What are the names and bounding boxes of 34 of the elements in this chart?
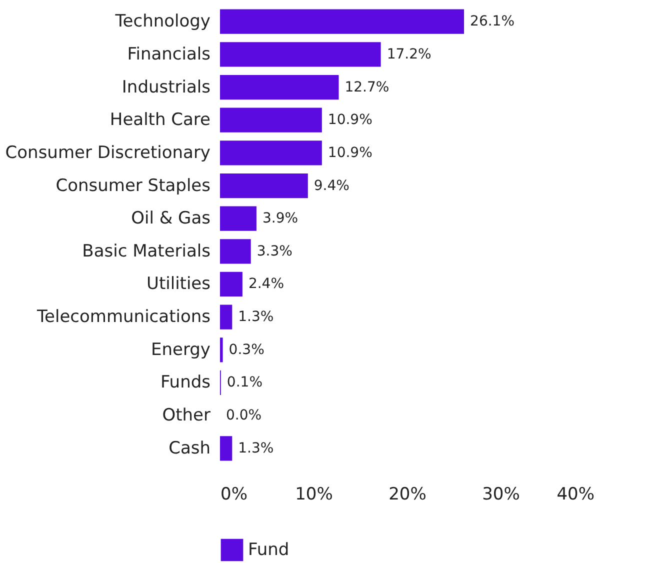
y-tick-label: Technology <box>114 12 210 32</box>
data-label: 1.3% <box>238 309 274 326</box>
data-label: 0.3% <box>228 342 264 358</box>
y-tick-label: Basic Materials <box>82 241 211 262</box>
data-label: 0.0% <box>226 408 262 424</box>
x-tick-label: 30% <box>482 484 520 504</box>
y-tick-label: Energy <box>150 340 210 360</box>
y-tick-label: Health Care <box>110 110 210 130</box>
data-label: 3.9% <box>262 210 298 227</box>
y-tick-label: Utilities <box>146 274 211 294</box>
data-label: 1.3% <box>238 440 274 456</box>
y-tick-label: Consumer Discretionary <box>5 142 210 163</box>
data-label: 2.4% <box>248 276 284 292</box>
x-tick-label: 40% <box>556 484 594 504</box>
legend-label: Fund <box>248 540 290 560</box>
data-label: 10.9% <box>328 112 372 128</box>
data-label: 3.3% <box>256 243 292 260</box>
y-tick-label: Financials <box>127 44 211 64</box>
y-tick-label: Consumer Staples <box>56 176 211 196</box>
y-tick-label: Other <box>162 406 210 426</box>
x-tick-label: 20% <box>388 484 426 504</box>
x-tick-label: 10% <box>295 484 333 504</box>
y-tick-label: Funds <box>160 372 211 393</box>
y-tick-label: Telecommunications <box>36 307 211 328</box>
data-label: 9.4% <box>314 178 350 194</box>
y-tick-label: Cash <box>168 438 210 458</box>
data-label: 17.2% <box>386 46 432 62</box>
x-tick-label: 0% <box>220 484 248 504</box>
data-label: 10.9% <box>328 144 372 161</box>
y-tick-label: Oil & Gas <box>131 208 211 229</box>
data-label: 12.7% <box>344 79 390 96</box>
data-label: 0.1% <box>226 374 263 391</box>
data-label: 26.1% <box>470 14 515 30</box>
y-tick-label: Industrials <box>122 77 211 98</box>
